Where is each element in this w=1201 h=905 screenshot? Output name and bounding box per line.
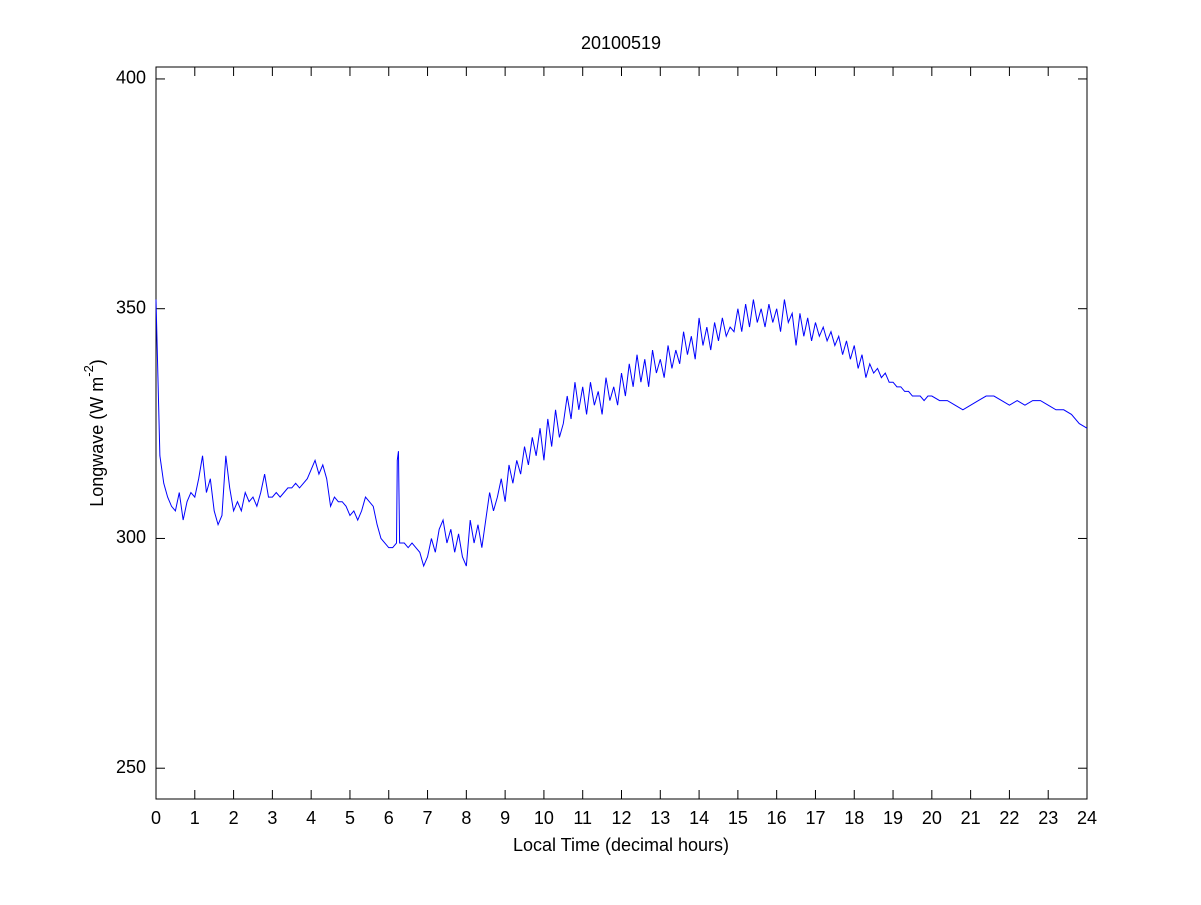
x-tick-label: 12 <box>611 808 631 828</box>
x-tick-label: 18 <box>844 808 864 828</box>
y-tick-label: 400 <box>116 68 146 88</box>
data-line <box>155 299 1088 568</box>
x-tick-label: 1 <box>190 808 200 828</box>
x-tick-label: 20 <box>922 808 942 828</box>
x-axis-label: Local Time (decimal hours) <box>513 835 729 855</box>
x-tick-label: 22 <box>999 808 1019 828</box>
x-tick-label: 16 <box>767 808 787 828</box>
x-tick-label: 4 <box>306 808 316 828</box>
y-tick-label: 350 <box>116 297 146 317</box>
x-tick-label: 10 <box>534 808 554 828</box>
y-axis-label-suffix: ) <box>87 359 107 365</box>
x-tick-label: 23 <box>1038 808 1058 828</box>
x-tick-label: 14 <box>689 808 709 828</box>
x-tick-label: 13 <box>650 808 670 828</box>
chart-title: 20100519 <box>581 33 661 53</box>
x-tick-label: 19 <box>883 808 903 828</box>
x-tick-label: 11 <box>573 808 592 828</box>
plot-area <box>155 66 1088 800</box>
x-tick-label: 15 <box>728 808 748 828</box>
y-axis-label: Longwave (W m-2) <box>81 359 106 507</box>
x-tick-label: 24 <box>1077 808 1097 828</box>
x-tick-label: 0 <box>151 808 161 828</box>
x-tick-label: 5 <box>345 808 355 828</box>
x-tick-label: 2 <box>229 808 239 828</box>
x-tick-label: 3 <box>267 808 277 828</box>
x-tick-label: 8 <box>461 808 471 828</box>
x-tick-label: 21 <box>961 808 981 828</box>
x-tick-label: 17 <box>805 808 825 828</box>
x-tick-label: 9 <box>500 808 510 828</box>
y-axis-label-text: Longwave (W m <box>87 377 107 507</box>
y-tick-label: 300 <box>116 527 146 547</box>
x-tick-label: 6 <box>384 808 394 828</box>
y-tick-label: 250 <box>116 757 146 777</box>
y-axis-label-superscript: -2 <box>81 365 96 377</box>
x-tick-label: 7 <box>423 808 433 828</box>
